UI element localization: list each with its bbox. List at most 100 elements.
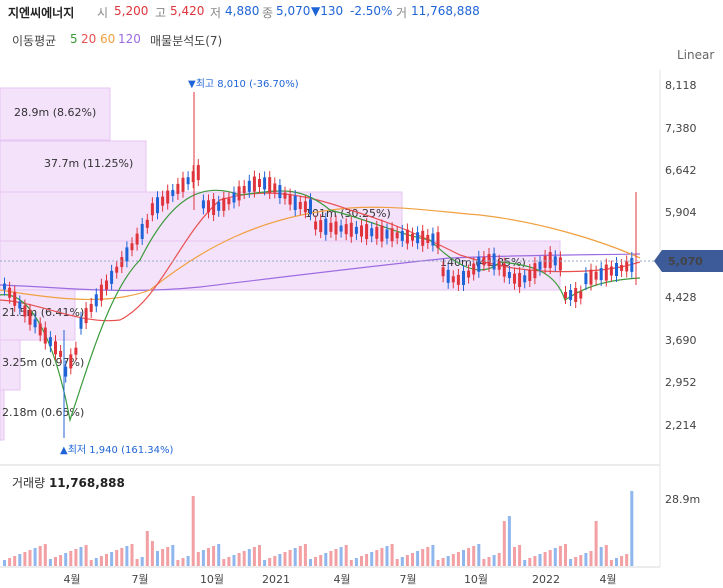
candlestick <box>166 190 170 204</box>
volume-bar <box>400 557 404 566</box>
volume-bar <box>625 554 629 566</box>
candlestick <box>385 229 389 239</box>
volume-bar <box>441 558 445 566</box>
volume-bar <box>140 557 144 566</box>
candlestick <box>518 272 522 287</box>
candlestick <box>405 229 409 244</box>
high-value: 5,420 <box>170 4 205 18</box>
ma60-label[interactable]: 60 <box>100 32 116 46</box>
candlestick <box>156 197 159 214</box>
volume-bar <box>334 549 338 566</box>
candlestick <box>630 257 634 272</box>
x-axis-label: 2021 <box>262 573 290 586</box>
volume-bar <box>477 544 481 566</box>
scale-mode-button[interactable]: Linear <box>677 48 715 62</box>
volume-title-value: 11,768,888 <box>48 476 125 490</box>
volume-bar <box>150 541 154 566</box>
candlestick <box>431 233 435 246</box>
volume-bar <box>156 551 159 566</box>
volume-bar <box>64 553 68 566</box>
volume-bar <box>553 548 557 566</box>
volume-bar <box>436 560 440 566</box>
candlestick <box>130 243 134 251</box>
moving-average-line <box>0 192 641 322</box>
price-axis-label: 3,690 <box>665 334 697 347</box>
ma120-label[interactable]: 120 <box>118 32 141 46</box>
volume-profile-label[interactable]: 매물분석도(7) <box>150 34 223 48</box>
ma5-label[interactable]: 5 <box>70 32 78 46</box>
volume-bar <box>370 552 374 566</box>
volume-bar <box>43 544 47 566</box>
volume-bar <box>135 559 139 566</box>
volume-bar <box>196 552 200 566</box>
volume-bar <box>615 558 618 566</box>
volume-title: 거래량 11,768,888 <box>12 474 125 491</box>
candlestick <box>599 268 603 281</box>
candlestick <box>375 226 379 239</box>
volume-bar <box>105 554 108 566</box>
candlestick <box>110 270 114 284</box>
volume-bar <box>242 551 246 566</box>
candlestick <box>18 301 22 309</box>
candlestick <box>528 269 532 281</box>
volume-bar <box>278 554 282 566</box>
candlestick <box>115 266 119 273</box>
volume-bar <box>599 547 603 566</box>
volume-bar <box>207 548 210 566</box>
candlestick <box>462 270 465 285</box>
candlestick <box>365 224 369 240</box>
x-axis-label: 2022 <box>532 573 560 586</box>
volume-profile-bar <box>0 389 5 441</box>
volume-bar <box>431 545 435 566</box>
candlestick <box>411 233 414 241</box>
candlestick <box>548 252 552 269</box>
candlestick <box>3 283 6 290</box>
candlestick <box>314 221 318 230</box>
candlestick <box>258 179 261 188</box>
volume-bar <box>426 547 430 566</box>
volume-profile-label: 37.7m (11.25%) <box>44 157 133 170</box>
price-axis-label: 8,118 <box>665 79 697 92</box>
volume-bar <box>181 558 185 566</box>
candlestick <box>288 194 292 205</box>
volume-bar <box>558 546 562 566</box>
volume-bar <box>395 559 399 566</box>
volume-bar <box>303 544 307 566</box>
volume-bar <box>492 555 496 566</box>
volume-bar <box>390 544 394 566</box>
candlestick <box>145 219 149 228</box>
x-axis-label: 10월 <box>464 573 488 586</box>
candlestick <box>268 177 272 194</box>
volume-axis-label: 28.9m <box>665 493 700 506</box>
candlestick <box>283 192 287 199</box>
volume-bar <box>293 548 297 566</box>
price-axis-label: 2,952 <box>665 376 697 389</box>
volume-bar <box>349 560 353 566</box>
x-axis-label: 4월 <box>63 573 80 586</box>
volume-bar <box>609 560 613 566</box>
volume-bar <box>237 553 241 566</box>
candlestick <box>232 192 236 203</box>
ma20-label[interactable]: 20 <box>81 32 97 46</box>
candlestick <box>594 271 598 280</box>
candlestick <box>451 276 455 283</box>
volume-profile-label: 21.5m (6.41%) <box>2 306 84 319</box>
candlestick <box>456 274 460 285</box>
candlestick <box>543 255 547 268</box>
candlestick <box>161 196 165 206</box>
candlestick <box>171 189 175 196</box>
candlestick <box>584 273 588 285</box>
volume-bar <box>569 559 573 566</box>
candlestick <box>324 218 328 235</box>
candlestick <box>64 366 68 377</box>
volume-bar <box>365 554 369 566</box>
volume-bar <box>252 547 256 566</box>
candlestick <box>13 291 17 306</box>
price-axis-label: 4,428 <box>665 291 697 304</box>
volume-bar <box>288 550 292 566</box>
candlestick <box>482 257 486 266</box>
low-label: 저 <box>210 6 222 20</box>
current-price-badge <box>654 250 723 272</box>
candlestick <box>620 264 624 271</box>
